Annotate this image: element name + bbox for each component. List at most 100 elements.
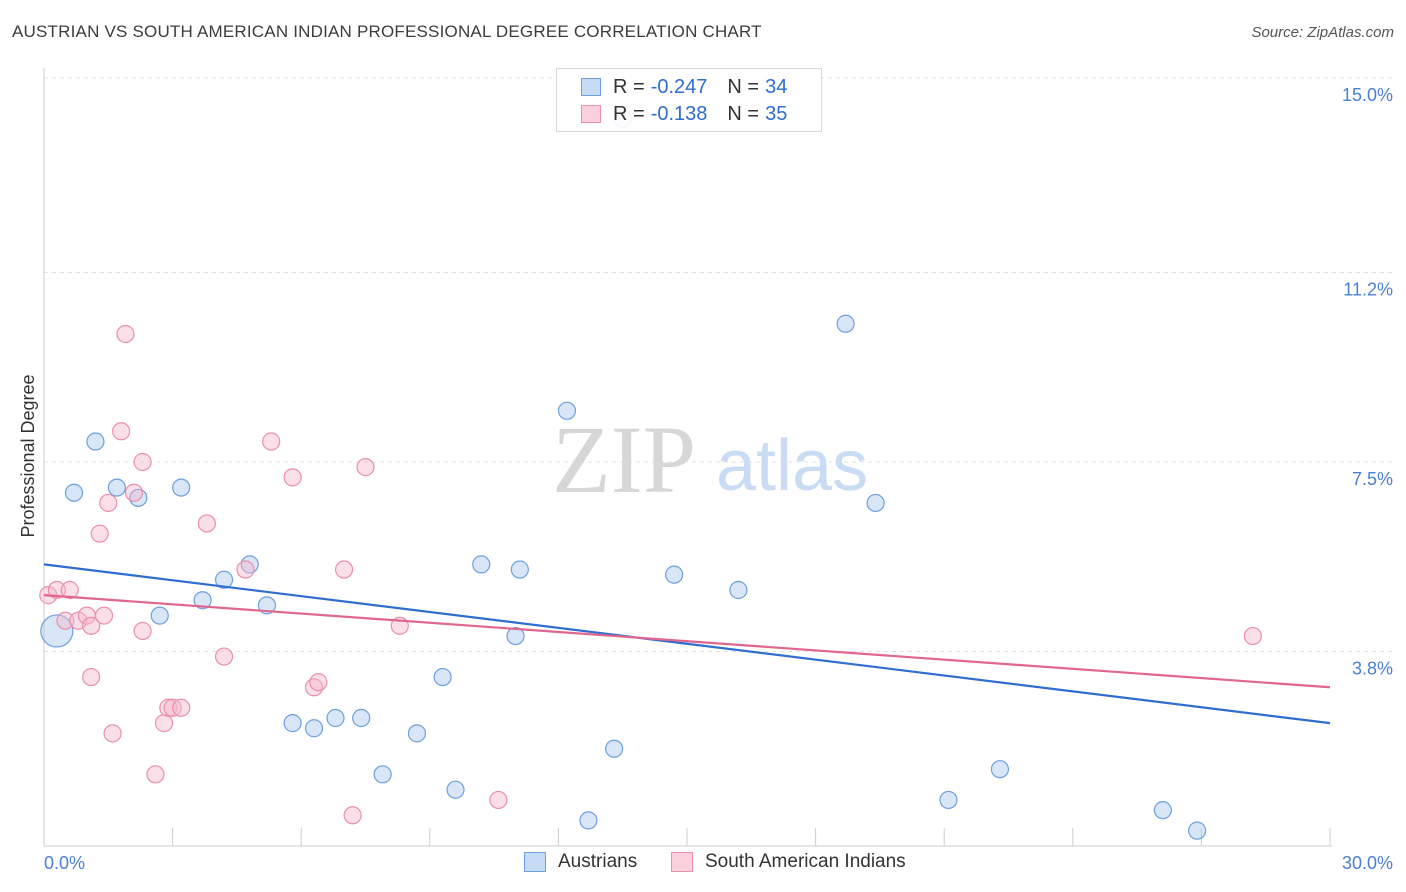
axes (43, 68, 1332, 847)
data-point (47, 580, 66, 600)
legend-swatch-south-american-indians (671, 852, 693, 872)
data-point (343, 806, 362, 825)
trend-line-south-american-indians (43, 594, 1331, 689)
data-point (116, 324, 135, 344)
data-point (133, 621, 152, 641)
legend-stats: R = -0.247 N = 34 R = -0.138 N = 35 (556, 68, 822, 132)
legend-row-south-american-indians: R = -0.138 N = 35 (581, 102, 787, 126)
x-tick-label: 30.0% (1342, 853, 1393, 873)
data-point (446, 780, 465, 799)
y-tick-label: 11.2% (1343, 280, 1393, 300)
data-point (836, 314, 855, 333)
data-point (64, 483, 84, 502)
data-point (236, 560, 255, 579)
watermark-atlas: atlas (716, 426, 868, 506)
legend-item-south-american-indians: South American Indians (671, 851, 906, 873)
data-point (283, 468, 302, 487)
data-point (407, 724, 427, 743)
data-point (150, 606, 169, 625)
legend-r-label: R = (613, 75, 645, 98)
data-point (133, 452, 152, 472)
data-point (729, 580, 748, 600)
legend-series: Austrians South American Indians (0, 851, 1406, 877)
trend-line-austrians (43, 563, 1331, 725)
data-point (56, 611, 75, 630)
legend-n-label: N = (727, 102, 760, 125)
data-point (172, 478, 191, 497)
data-point (579, 811, 598, 830)
data-point (557, 401, 577, 420)
data-point (103, 724, 122, 743)
legend-label-south-american-indians: South American Indians (705, 851, 906, 872)
data-point (309, 673, 328, 692)
legend-n-label: N = (727, 75, 760, 98)
data-point (605, 739, 624, 758)
data-point (262, 432, 281, 451)
data-points (39, 109, 1262, 840)
data-point (990, 760, 1010, 779)
legend-swatch-austrians (524, 852, 546, 872)
data-point (172, 698, 191, 717)
chart-title: AUSTRIAN VS SOUTH AMERICAN INDIAN PROFES… (12, 22, 762, 41)
data-point (82, 667, 101, 687)
data-point (107, 478, 126, 497)
data-point (159, 698, 178, 717)
y-tick-labels: 3.8% 7.5% 11.2% 15.0% (1342, 85, 1393, 678)
data-point (86, 432, 105, 451)
data-point (82, 616, 101, 635)
data-point (1243, 626, 1262, 646)
legend-n-value: 35 (765, 102, 788, 125)
data-point (94, 606, 114, 625)
legend-r-value: -0.247 (650, 75, 708, 98)
source-label: Source: ZipAtlas.com (1251, 24, 1394, 41)
data-point (506, 626, 525, 646)
legend-item-austrians: Austrians (524, 851, 637, 873)
data-point (356, 458, 375, 477)
legend-n-value: 34 (765, 75, 788, 98)
series-south-american-indians (39, 324, 1262, 825)
x-ticks (172, 828, 1331, 846)
data-point (214, 647, 234, 666)
legend-label-austrians: Austrians (558, 851, 638, 872)
data-point (99, 493, 118, 513)
data-point (90, 524, 109, 543)
x-tick-labels: 0.0% 30.0% (44, 853, 1393, 873)
watermark: ZIP atlas (552, 406, 868, 513)
x-tick-label: 0.0% (44, 853, 85, 873)
data-point (334, 560, 354, 579)
data-point (326, 708, 345, 728)
data-point (283, 714, 302, 733)
data-point (146, 765, 165, 784)
y-tick-label: 15.0% (1342, 85, 1393, 105)
data-point (112, 422, 131, 441)
data-point (510, 560, 529, 579)
data-point (433, 667, 452, 687)
data-point (154, 714, 174, 733)
data-point (1153, 801, 1172, 820)
data-point (214, 570, 234, 589)
legend-r-label: R = (613, 102, 645, 125)
legend-row-austrians: R = -0.247 N = 34 (581, 75, 787, 99)
data-point (193, 591, 212, 610)
data-point (257, 596, 277, 615)
data-point (866, 493, 885, 513)
data-point (197, 514, 216, 533)
data-point (489, 790, 508, 810)
grid-lines (44, 77, 1392, 652)
legend-swatch-south-american-indians (581, 105, 601, 123)
data-point (124, 483, 144, 502)
data-point (472, 555, 491, 574)
data-point (304, 719, 324, 738)
watermark-zip: ZIP (552, 406, 696, 513)
y-tick-label: 3.8% (1352, 658, 1393, 678)
y-tick-label: 7.5% (1352, 469, 1393, 489)
legend-swatch-austrians (581, 78, 601, 96)
data-point (665, 565, 684, 584)
y-axis-label: Professional Degree (18, 374, 38, 537)
data-point (373, 765, 392, 784)
data-point (1188, 821, 1207, 840)
legend-r-value: -0.138 (650, 102, 708, 125)
data-point (939, 790, 958, 810)
data-point (60, 580, 79, 600)
